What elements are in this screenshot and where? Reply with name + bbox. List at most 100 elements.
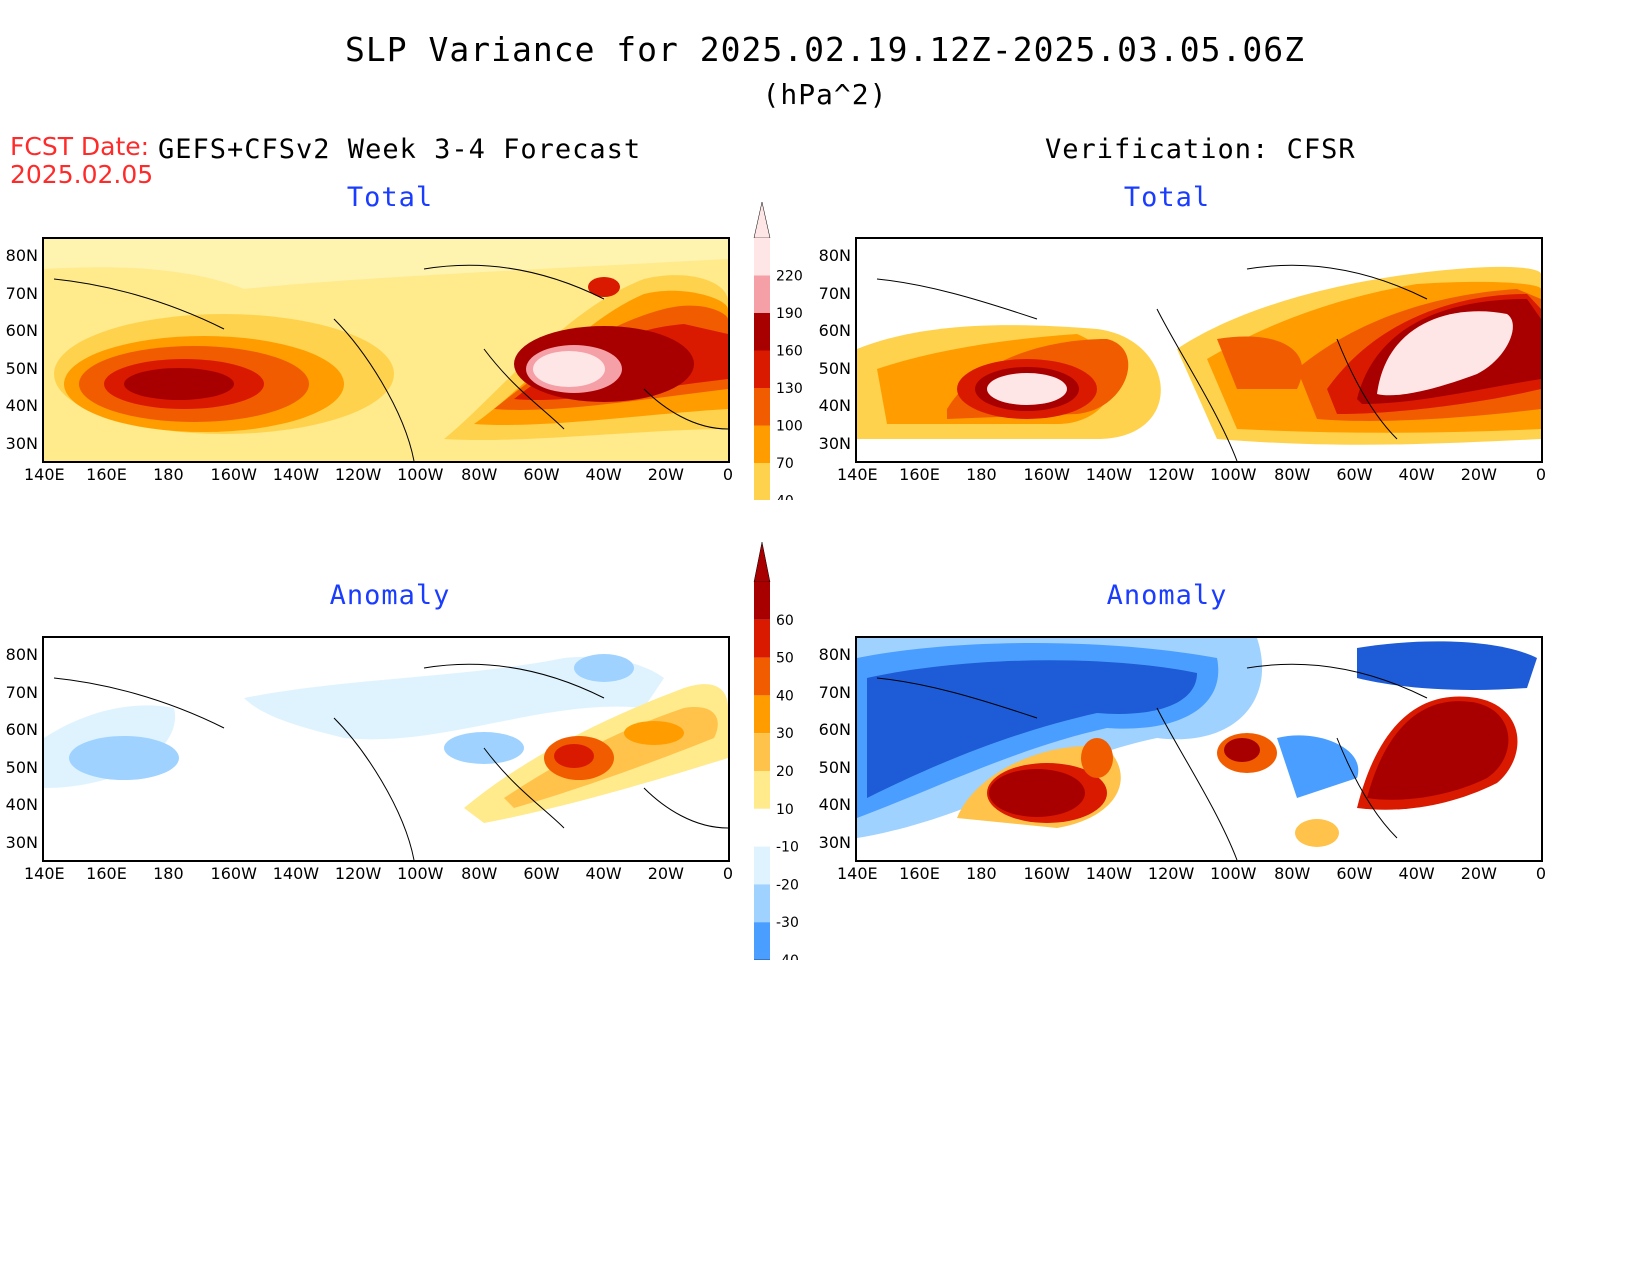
lon-tick-label: 0 [1535,864,1547,883]
lon-tick-label: 180 [153,864,184,883]
lon-tick-label: 140E [24,864,65,883]
colorbar-top-arrow [753,541,771,583]
lon-tick-label: 140W [1085,465,1133,484]
lon-tick-label: 40W [1398,864,1435,883]
map-verification-total-field [857,239,1541,461]
colorbar-top-arrow [753,201,771,239]
map-verification-anomaly [855,636,1543,862]
lat-tick-label: 50N [5,758,38,777]
lon-tick-label: 20W [1460,465,1497,484]
lon-tick-label: 120W [334,465,382,484]
lon-tick-label: 120W [1147,465,1195,484]
colorbar-swatch [754,313,770,351]
colorbar-level-label: 130 [776,381,803,397]
lon-tick-label: 140E [837,864,878,883]
lat-tick-label: 40N [818,396,851,415]
panel-title-forecast-total: Total [346,182,434,213]
lat-tick-label: 30N [818,434,851,453]
lat-tick-label: 30N [5,833,38,852]
lon-tick-label: 20W [1460,864,1497,883]
lon-tick-label: 60W [1336,864,1373,883]
colorbar-swatch [754,922,770,960]
colorbar-total: 220 190 160 130 100 70 40 [740,200,820,537]
lat-tick-label: 70N [818,683,851,702]
lon-tick-label: 60W [523,465,560,484]
colorbar-level-label: 100 [776,419,803,435]
colorbar-level-label: 10 [776,802,794,818]
colorbar-swatch [754,238,770,276]
map-verification-total [855,237,1543,463]
lon-tick-label: 100W [1210,864,1257,883]
lon-tick-label: 40W [1398,465,1435,484]
lat-tick-label: 70N [5,284,38,303]
lon-tick-label: 80W [461,465,498,484]
lat-tick-label: 70N [5,683,38,702]
colorbar-level-label: 60 [776,613,794,629]
lon-tick-label: 20W [647,864,684,883]
colorbar-swatch [754,808,770,847]
colorbar-swatch [754,582,770,620]
lon-tick-label: 160W [210,465,257,484]
panel-title-verif-total: Total [1123,182,1211,213]
colorbar-level-label: 40 [776,688,794,704]
lon-tick-label: 160W [1023,864,1070,883]
chart-title: SLP Variance for 2025.02.19.12Z-2025.03.… [345,30,1305,69]
lon-tick-label: 20W [647,465,684,484]
colorbar-anomaly: 60 50 40 30 20 10 -10 -20 -30 -40 [740,540,820,1001]
lat-tick-label: 30N [5,434,38,453]
lon-tick-label: 60W [523,864,560,883]
colorbar-level-label: -10 [776,840,799,856]
lon-tick-label: 0 [1535,465,1547,484]
colorbar-swatch [754,695,770,734]
map-forecast-total-field [44,239,728,461]
map-forecast-total [42,237,730,463]
colorbar-level-label: 40 [776,494,794,501]
colorbar-level-label: 70 [776,456,794,472]
colorbar-level-label: -20 [776,877,799,893]
lon-tick-label: 180 [153,465,184,484]
lat-tick-label: 50N [818,359,851,378]
colorbar-swatch [754,619,770,658]
lon-tick-label: 120W [1147,864,1195,883]
lon-tick-label: 80W [461,864,498,883]
lon-tick-label: 160E [86,465,127,484]
colorbar-level-label: 220 [776,269,803,285]
lon-tick-label: 140W [1085,864,1133,883]
colorbar-swatch [754,846,770,885]
colorbar-swatch [754,884,770,923]
colorbar-swatch [754,733,770,771]
lat-tick-label: 80N [818,246,851,265]
colorbar-level-label: -40 [776,953,799,960]
fcst-date-value: 2025.02.05 [10,160,154,189]
lat-tick-label: 40N [818,795,851,814]
panel-title-verif-anomaly: Anomaly [1106,580,1228,611]
lon-tick-label: 140W [272,465,320,484]
lat-tick-label: 60N [818,321,851,340]
lat-tick-label: 80N [5,246,38,265]
panel-title-forecast-anomaly: Anomaly [329,580,451,611]
map-forecast-anomaly [42,636,730,862]
lon-tick-label: 40W [585,465,622,484]
lon-tick-label: 160E [899,465,940,484]
colorbar-level-label: 190 [776,306,803,322]
lat-tick-label: 60N [5,321,38,340]
colorbar-swatch [754,388,770,426]
lon-tick-label: 80W [1274,864,1311,883]
units-label: (hPa^2) [762,78,888,111]
colorbar-swatch [754,275,770,313]
lat-tick-label: 60N [818,720,851,739]
lat-tick-label: 40N [5,396,38,415]
lat-tick-label: 80N [818,645,851,664]
colorbar-swatch [754,425,770,463]
colorbar-swatch [754,463,770,501]
lat-tick-label: 50N [818,758,851,777]
lat-tick-label: 80N [5,645,38,664]
lon-tick-label: 160W [1023,465,1070,484]
fcst-date-label: FCST Date: [10,132,150,161]
colorbar-level-label: 160 [776,344,803,360]
lat-tick-label: 30N [818,833,851,852]
colorbar-swatch [754,771,770,809]
map-verification-anomaly-field [857,638,1541,860]
colorbar-level-label: 30 [776,726,794,742]
lon-tick-label: 140E [24,465,65,484]
